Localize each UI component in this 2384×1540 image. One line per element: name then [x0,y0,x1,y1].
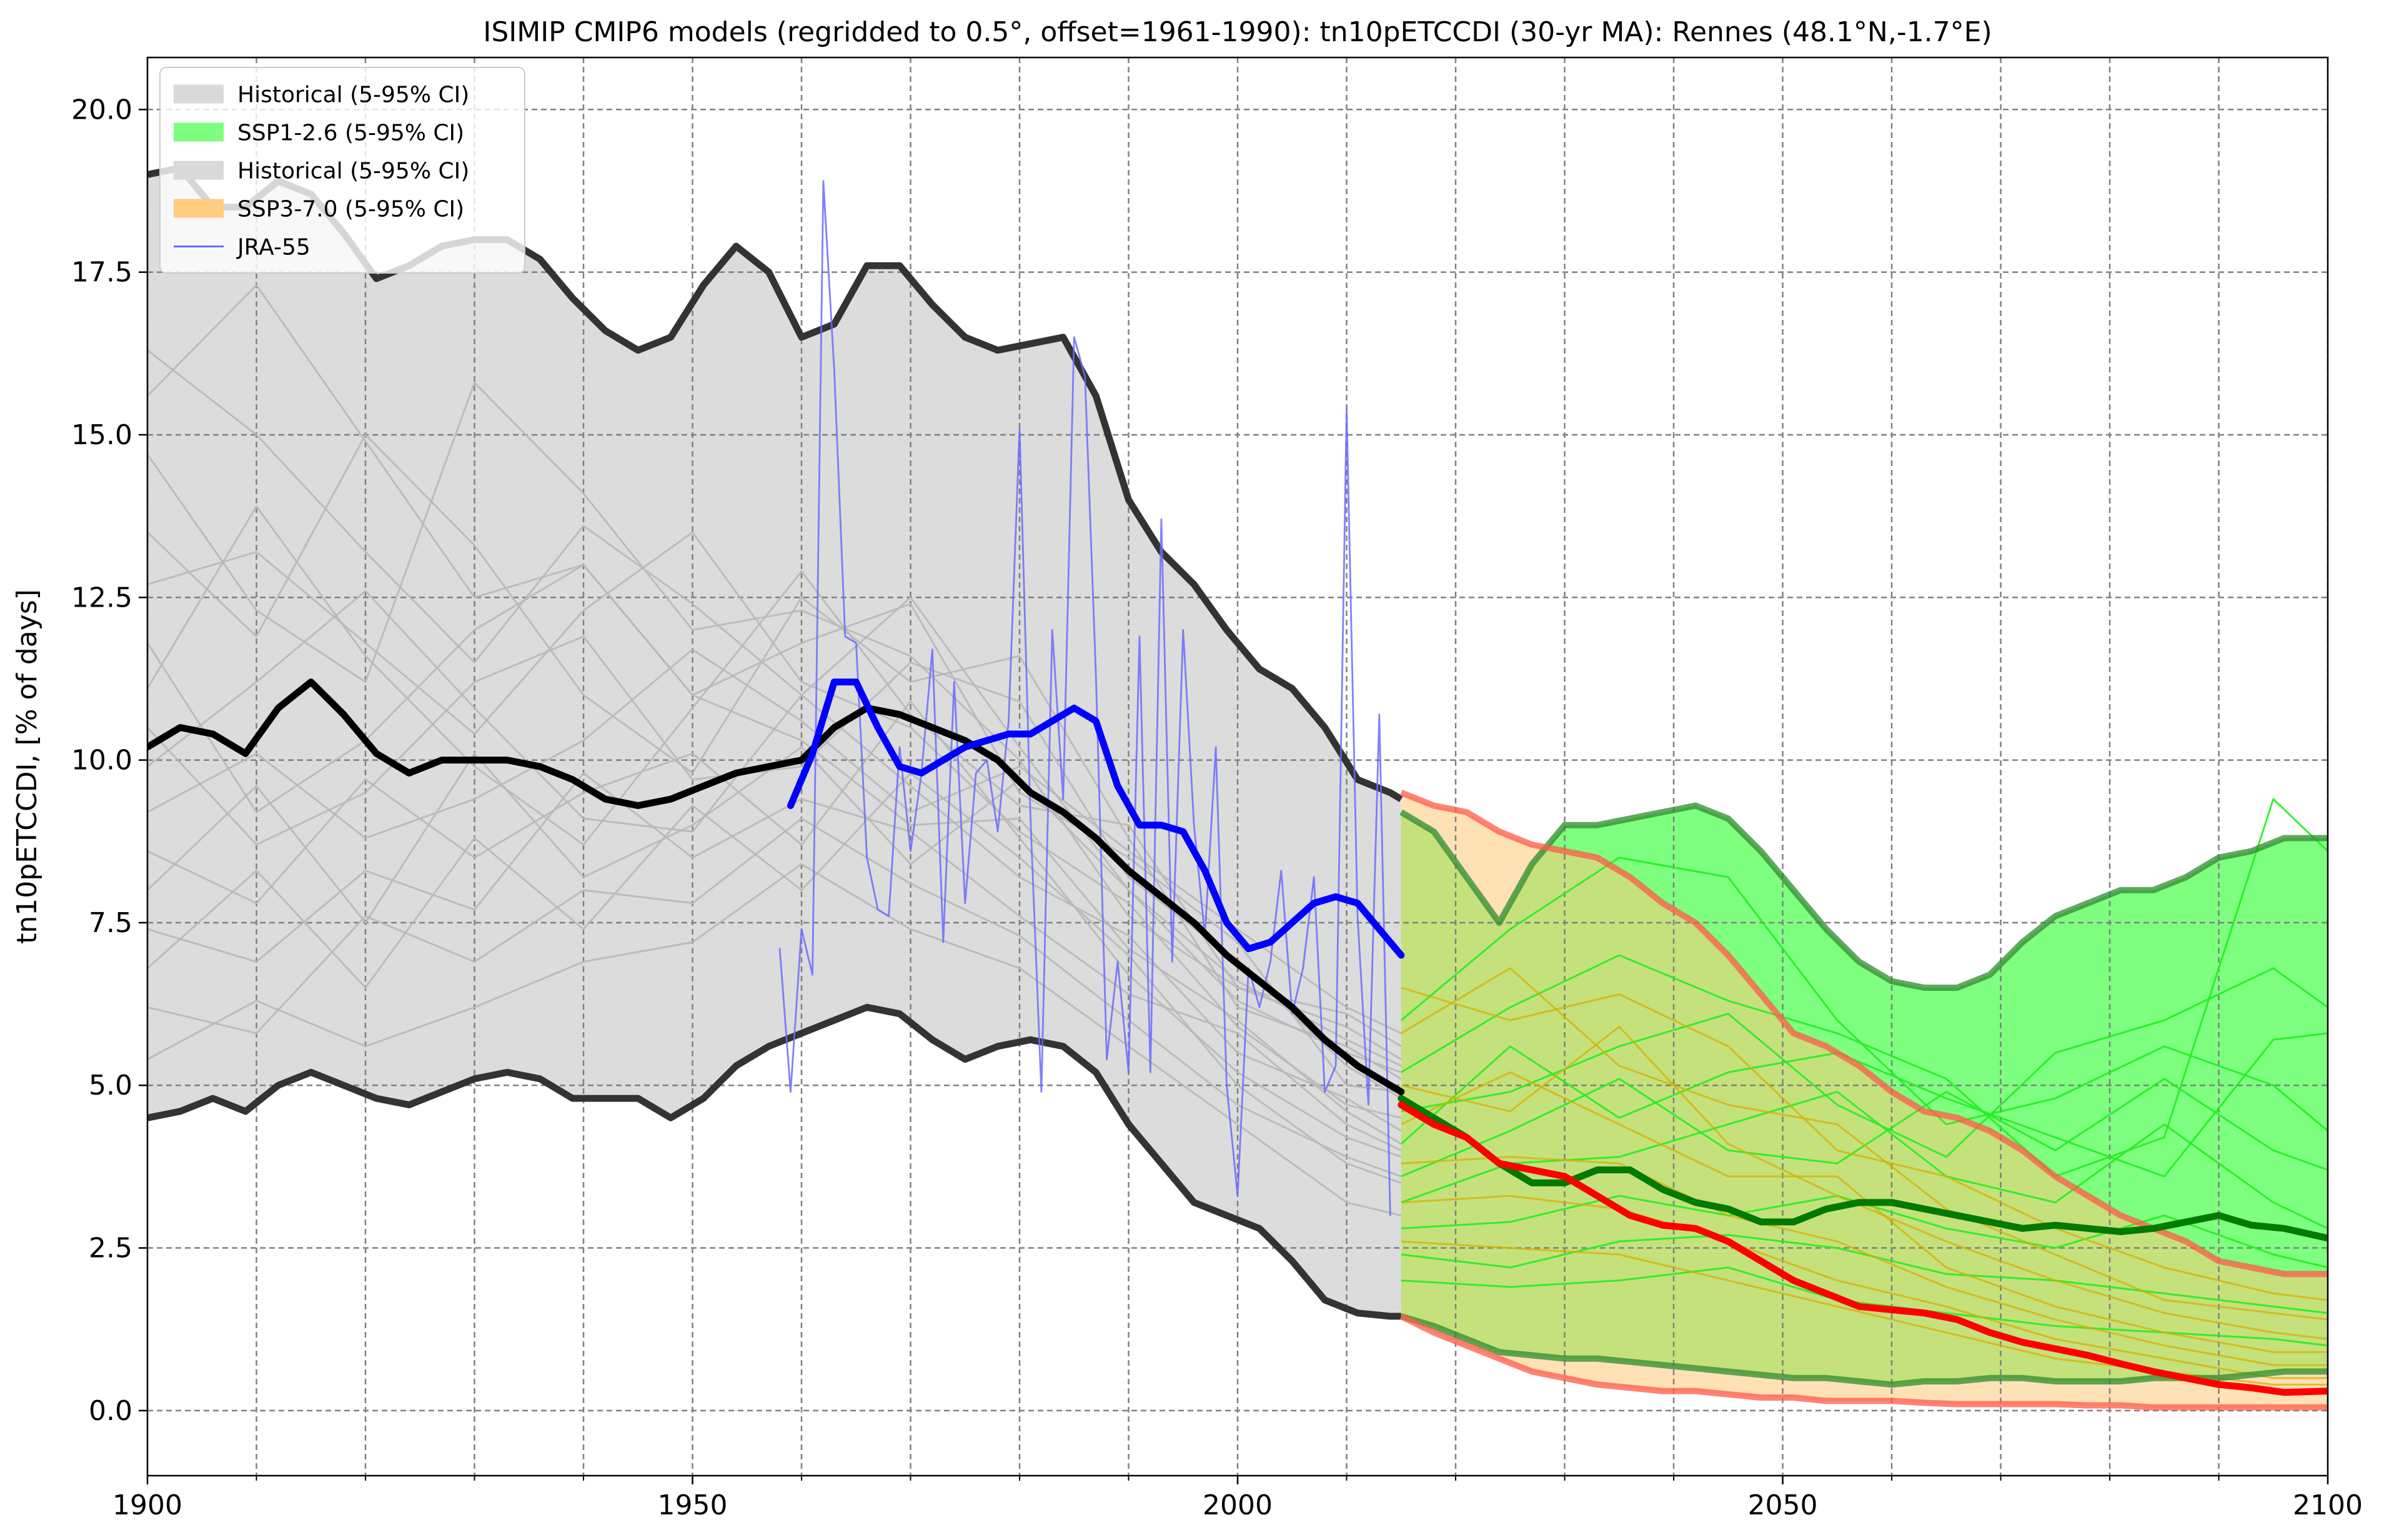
legend-swatch [174,199,224,218]
ensemble-member-ssp126 [1401,798,2328,1178]
band-0-lower-edge [147,1003,1401,1320]
y-tick-label: 20.0 [71,94,132,126]
legend-swatch [174,84,224,104]
y-tick-label: 2.5 [89,1233,132,1264]
legend-label: SSP1-2.6 (5-95% CI) [237,121,464,146]
ensemble-member-ssp370 [1401,986,2328,1301]
legend-label: JRA-55 [236,235,310,261]
band-2-lower-edge [1399,1313,2328,1411]
ensemble-member-ssp370 [1401,1026,2328,1340]
legend-label: Historical (5-95% CI) [237,159,469,184]
series-line-2 [1398,1101,2328,1396]
band-2-upper-edge [1399,790,2328,1278]
band-1-lower-edge [1400,1313,2328,1388]
legend: Historical (5-95% CI) SSP1-2.6 (5-95% CI)… [159,67,525,274]
legend-swatch [174,122,224,142]
grid [147,57,2328,1476]
band-2-fill [1401,792,2328,1408]
ensemble-member-historical [147,817,1402,1178]
ensemble-member-historical [147,772,1402,1151]
ensemble-member-historical [147,648,1402,1035]
series-line-0 [147,678,1405,1096]
y-tick-label: 15.0 [71,419,132,451]
x-tick-label: 2000 [1203,1489,1273,1521]
y-tick-label: 17.5 [71,257,132,289]
band-1-upper-edge [1399,802,2328,991]
legend-label: SSP3-7.0 (5-95% CI) [237,197,464,222]
y-tick-label: 7.5 [89,907,132,939]
ensemble-member-historical [147,746,1402,1067]
x-tick-label: 1950 [658,1489,728,1521]
x-axis: 1900 1950 2000 2050 2100 [112,1476,2363,1521]
ensemble-historical [147,284,1402,1216]
series-line-4 [778,180,1391,1216]
ensemble-member-ssp126 [1401,1078,2328,1178]
chart-title: ISIMIP CMIP6 models (regridded to 0.5°, … [483,16,1992,48]
y-tick-label: 10.0 [71,745,132,777]
legend-label: Historical (5-95% CI) [237,82,469,108]
legend-box [159,67,525,274]
ensemble-member-historical [147,863,1402,1216]
y-axis-label: tn10pETCCDI, [% of days] [11,589,43,944]
ensemble-member-ssp370 [1401,1195,2328,1379]
ensemble-member-historical [147,531,1402,1119]
ensemble-member-historical [147,284,1402,1145]
ensemble-member-historical [147,772,1402,1184]
ensemble-member-ssp370 [1401,1071,2328,1353]
y-axis: 0.0 2.5 5.0 7.5 10.0 12.5 15.0 17.5 20.0 [71,94,147,1427]
ensemble-member-ssp370 [1401,967,2328,1321]
series-line-1 [1398,1095,2328,1242]
series-line-3 [787,678,1405,959]
legend-swatch [174,161,224,180]
y-tick-label: 12.5 [71,582,132,614]
ensemble-member-ssp126 [1400,857,2328,1132]
ensemble-member-ssp126 [1400,1032,2328,1178]
x-tick-label: 2100 [2293,1489,2363,1521]
y-tick-label: 5.0 [89,1070,132,1101]
ensemble-member-historical [147,700,1402,1158]
ensemble-member-historical [147,505,1402,1048]
plot-content [147,57,2328,1476]
ensemble-member-historical [147,434,1402,1080]
ensemble-member-ssp126 [1401,1234,2328,1314]
ensemble-member-ssp126 [1401,1195,2328,1269]
x-tick-label: 2050 [1748,1489,1818,1521]
y-tick-label: 0.0 [89,1395,132,1427]
ensemble-member-historical [147,590,1402,1132]
plot-area: 1900 1950 2000 2050 2100 0.0 2.5 5.0 7.5 10.0 12.5… [71,56,2363,1521]
x-tick-label: 1900 [112,1489,182,1521]
ensemble-ssp370 [1401,967,2328,1386]
ensemble-member-ssp370 [1401,1156,2328,1366]
